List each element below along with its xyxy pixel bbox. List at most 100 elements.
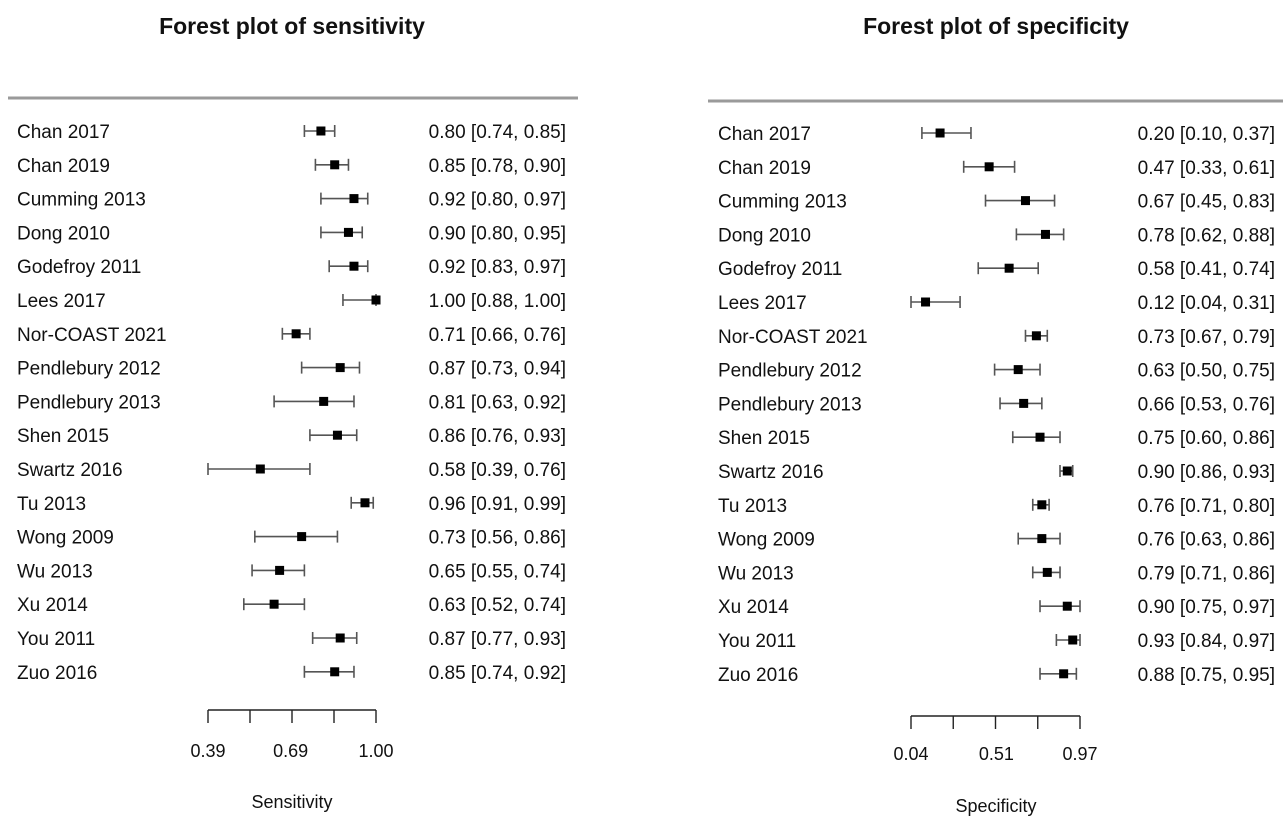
study-label: Tu 2013: [718, 496, 787, 517]
study-label: Cumming 2013: [718, 192, 847, 213]
ci-text: 0.90 [0.75, 0.97]: [1138, 597, 1275, 618]
ci-text: 0.65 [0.55, 0.74]: [429, 561, 566, 582]
ci-text: 0.12 [0.04, 0.31]: [1138, 293, 1275, 314]
study-label: Wong 2009: [17, 528, 114, 549]
study-row: Lees 2017 0.12 [0.04, 0.31]: [718, 293, 1275, 314]
point-estimate: [335, 633, 345, 643]
study-row: Godefroy 2011 0.92 [0.83, 0.97]: [17, 257, 566, 278]
study-row: Pendlebury 2012 0.87 [0.73, 0.94]: [17, 359, 566, 380]
study-label: Godefroy 2011: [17, 257, 141, 278]
point-estimate: [330, 667, 340, 677]
point-estimate: [349, 194, 359, 204]
ci-text: 0.80 [0.74, 0.85]: [429, 122, 566, 143]
point-estimate: [255, 464, 265, 474]
point-estimate: [1019, 398, 1029, 408]
point-estimate: [1037, 534, 1047, 544]
tick-label: 0.39: [190, 741, 225, 761]
ci-text: 0.73 [0.56, 0.86]: [429, 528, 566, 549]
study-label: Zuo 2016: [718, 665, 798, 686]
study-row: Tu 2013 0.96 [0.91, 0.99]: [17, 494, 566, 515]
point-estimate: [332, 430, 342, 440]
study-row: Wong 2009 0.76 [0.63, 0.86]: [718, 530, 1275, 551]
point-estimate: [1031, 331, 1041, 341]
study-row: Xu 2014 0.63 [0.52, 0.74]: [17, 595, 566, 616]
ci-text: 0.78 [0.62, 0.88]: [1138, 225, 1275, 246]
study-row: Godefroy 2011 0.58 [0.41, 0.74]: [718, 259, 1275, 280]
point-estimate: [1013, 365, 1023, 375]
ci-text: 0.58 [0.41, 0.74]: [1138, 259, 1275, 280]
point-estimate: [1068, 635, 1078, 645]
study-label: Dong 2010: [17, 223, 110, 244]
ci-text: 0.66 [0.53, 0.76]: [1138, 394, 1275, 415]
study-label: Nor-COAST 2021: [718, 327, 868, 348]
study-row: Swartz 2016 0.90 [0.86, 0.93]: [718, 462, 1275, 483]
ci-text: 0.85 [0.78, 0.90]: [429, 156, 566, 177]
x-axis: 0.04 0.51 0.97: [893, 715, 1098, 764]
study-label: Chan 2019: [17, 156, 110, 177]
study-label: You 2011: [718, 631, 796, 652]
study-label: Wu 2013: [17, 561, 93, 582]
ci-text: 0.75 [0.60, 0.86]: [1138, 428, 1275, 449]
study-label: Lees 2017: [718, 293, 807, 314]
ci-text: 0.67 [0.45, 0.83]: [1138, 192, 1275, 213]
ci-text: 0.63 [0.52, 0.74]: [429, 595, 566, 616]
point-estimate: [1042, 567, 1052, 577]
study-label: Godefroy 2011: [718, 259, 842, 280]
point-estimate: [1035, 432, 1045, 442]
tick-label: 0.69: [273, 741, 308, 761]
ci-text: 0.71 [0.66, 0.76]: [429, 325, 566, 346]
study-label: Swartz 2016: [17, 460, 123, 481]
study-label: Xu 2014: [718, 597, 789, 618]
study-label: Shen 2015: [718, 428, 810, 449]
point-estimate: [316, 126, 326, 136]
point-estimate: [349, 261, 359, 271]
x-axis: 0.39 0.69 1.00: [190, 709, 394, 761]
ci-text: 0.86 [0.76, 0.93]: [429, 426, 566, 447]
study-label: Swartz 2016: [718, 462, 824, 483]
ci-text: 0.47 [0.33, 0.61]: [1138, 158, 1275, 179]
study-row: You 2011 0.87 [0.77, 0.93]: [17, 629, 566, 650]
study-row: Pendlebury 2012 0.63 [0.50, 0.75]: [718, 361, 1275, 382]
tick-label: 0.04: [893, 744, 928, 764]
study-label: You 2011: [17, 629, 95, 650]
study-label: Chan 2019: [718, 158, 811, 179]
study-row: Nor-COAST 2021 0.73 [0.67, 0.79]: [718, 327, 1275, 348]
tick-label: 0.51: [979, 744, 1014, 764]
ci-text: 0.76 [0.71, 0.80]: [1138, 496, 1275, 517]
point-estimate: [371, 295, 381, 305]
x-axis-label: Sensitivity: [251, 792, 332, 812]
point-estimate: [343, 227, 353, 237]
ci-text: 0.92 [0.83, 0.97]: [429, 257, 566, 278]
point-estimate: [1004, 263, 1014, 273]
study-label: Dong 2010: [718, 225, 811, 246]
study-row: Zuo 2016 0.88 [0.75, 0.95]: [718, 665, 1275, 686]
point-estimate: [935, 128, 945, 138]
study-label: Tu 2013: [17, 494, 86, 515]
study-label: Shen 2015: [17, 426, 109, 447]
study-label: Chan 2017: [718, 124, 811, 145]
study-row: Dong 2010 0.78 [0.62, 0.88]: [718, 225, 1275, 246]
study-label: Lees 2017: [17, 291, 106, 312]
study-row: Wong 2009 0.73 [0.56, 0.86]: [17, 528, 566, 549]
point-estimate: [984, 162, 994, 172]
ci-text: 0.81 [0.63, 0.92]: [429, 392, 566, 413]
study-row: Chan 2017 0.20 [0.10, 0.37]: [718, 124, 1275, 145]
ci-text: 0.87 [0.77, 0.93]: [429, 629, 566, 650]
study-label: Cumming 2013: [17, 190, 146, 211]
point-estimate: [1037, 500, 1047, 510]
ci-text: 0.88 [0.75, 0.95]: [1138, 665, 1275, 686]
study-label: Xu 2014: [17, 595, 88, 616]
study-row: Chan 2017 0.80 [0.74, 0.85]: [17, 122, 566, 143]
ci-text: 0.90 [0.80, 0.95]: [429, 223, 566, 244]
chart-title: Forest plot of specificity: [863, 13, 1129, 39]
study-row: Shen 2015 0.75 [0.60, 0.86]: [718, 428, 1275, 449]
point-estimate: [360, 498, 370, 508]
point-estimate: [1020, 196, 1030, 206]
ci-text: 0.20 [0.10, 0.37]: [1138, 124, 1275, 145]
study-label: Pendlebury 2013: [718, 394, 862, 415]
study-row: Wu 2013 0.79 [0.71, 0.86]: [718, 563, 1275, 584]
sensitivity-forest-plot: Forest plot of sensitivity Chan 2017 0.80 …: [8, 13, 578, 812]
ci-text: 0.58 [0.39, 0.76]: [429, 460, 566, 481]
study-label: Pendlebury 2012: [718, 361, 862, 382]
